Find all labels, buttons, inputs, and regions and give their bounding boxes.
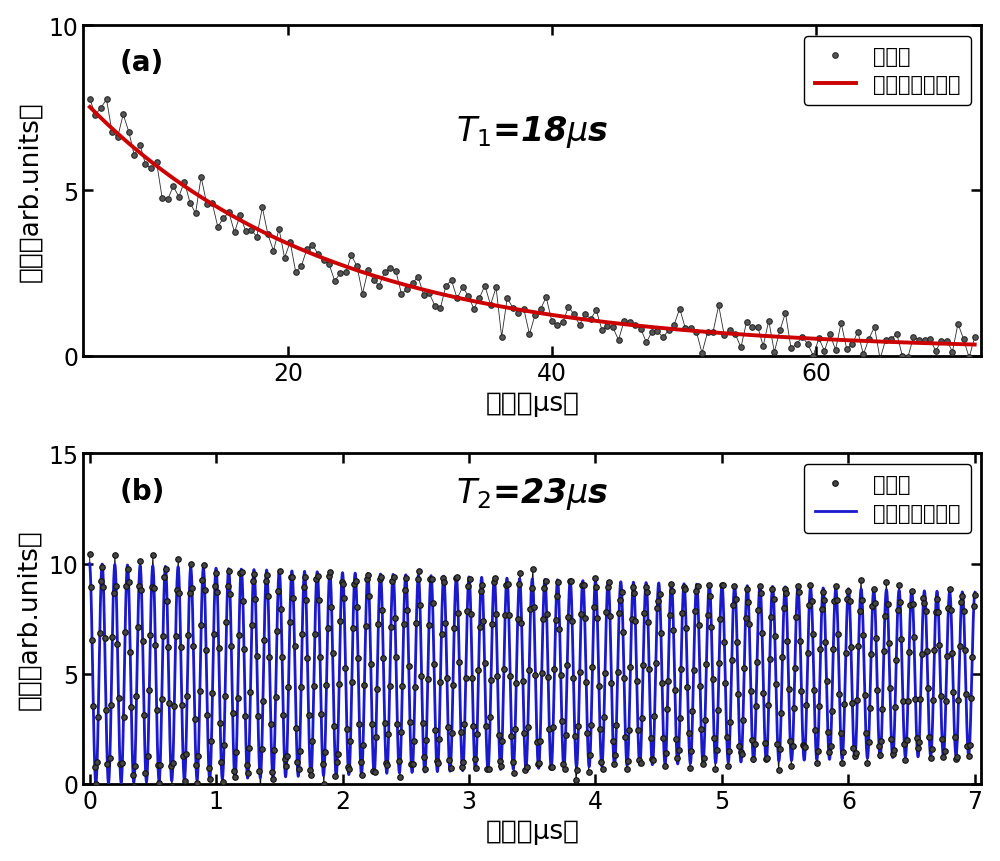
フィッティング xyxy=(120,579,132,589)
実験値 xyxy=(657,332,669,343)
フィッティング xyxy=(88,712,100,722)
実験値 xyxy=(84,549,96,560)
フィッティング xyxy=(257,683,269,693)
実験値 xyxy=(930,346,942,356)
実験値 xyxy=(262,230,274,240)
実験値 xyxy=(807,351,819,362)
Line: フィッティング: フィッティング xyxy=(90,108,975,345)
フィッティング xyxy=(781,332,793,343)
フィッティング xyxy=(969,587,981,598)
フィッティング xyxy=(90,778,102,789)
Text: $\mathit{T}_1$=18$\mu$s: $\mathit{T}_1$=18$\mu$s xyxy=(456,114,609,150)
Text: (a): (a) xyxy=(119,49,163,77)
フィッティング xyxy=(84,559,96,569)
フィッティング xyxy=(516,654,528,665)
フィッティング xyxy=(969,340,981,350)
実験値 xyxy=(301,653,313,663)
実験値 xyxy=(874,355,886,365)
Legend: 実験値, フィッティング: 実験値, フィッティング xyxy=(804,36,971,106)
実験値 xyxy=(969,332,981,343)
フィッティング xyxy=(943,339,955,350)
フィッティング xyxy=(137,631,149,641)
Text: $\mathit{T}_2$=23$\mu$s: $\mathit{T}_2$=23$\mu$s xyxy=(456,475,609,511)
Y-axis label: 信号（arb.units）: 信号（arb.units） xyxy=(17,529,43,709)
実験値 xyxy=(883,639,895,649)
実験値 xyxy=(774,744,786,754)
Line: 実験値: 実験値 xyxy=(87,97,977,362)
実験値 xyxy=(334,269,346,279)
フィッティング xyxy=(943,339,955,350)
フィッティング xyxy=(84,102,96,113)
実験値 xyxy=(84,95,96,105)
実験値 xyxy=(574,320,586,331)
実験値 xyxy=(365,659,377,669)
実験値 xyxy=(334,616,346,626)
Line: 実験値: 実験値 xyxy=(87,552,978,793)
フィッティング xyxy=(922,693,934,703)
Text: (b): (b) xyxy=(119,477,165,505)
Line: フィッティング: フィッティング xyxy=(90,564,975,784)
X-axis label: 時間（μs）: 時間（μs） xyxy=(485,819,579,845)
Y-axis label: 信号（arb.units）: 信号（arb.units） xyxy=(17,101,43,282)
フィッティング xyxy=(491,301,503,312)
フィッティング xyxy=(514,306,526,316)
実験値 xyxy=(666,586,678,597)
実験値 xyxy=(103,785,115,796)
Legend: 実験値, フィッティング: 実験値, フィッティング xyxy=(804,464,971,533)
フィッティング xyxy=(129,145,141,155)
X-axis label: 時間（μs）: 時間（μs） xyxy=(485,391,579,417)
実験値 xyxy=(969,590,981,600)
